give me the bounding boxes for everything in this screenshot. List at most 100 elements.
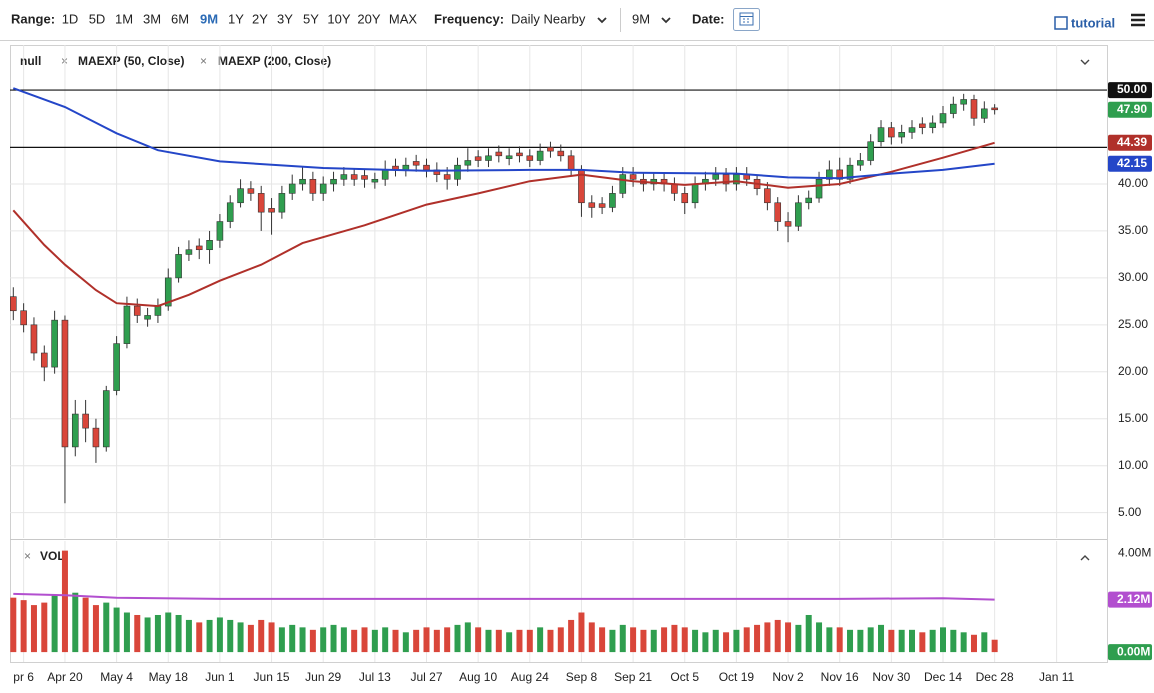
volume-bar	[661, 627, 668, 653]
volume-bar	[371, 629, 378, 653]
volume-bar	[299, 627, 306, 653]
candle-body	[133, 305, 141, 316]
volume-bar	[940, 627, 946, 653]
y-tick-label: 15.00	[1118, 411, 1148, 425]
candle-body	[144, 315, 151, 320]
volume-bar	[898, 629, 905, 653]
volume-bar	[175, 614, 182, 653]
x-tick-label: Jun 15	[254, 670, 290, 684]
menu-button[interactable]	[1131, 13, 1145, 27]
moving-average	[12, 87, 995, 180]
volume-bar	[557, 627, 564, 653]
candle-body	[175, 254, 182, 279]
legend-volume: VOL	[40, 549, 65, 563]
volume-bar	[247, 624, 254, 653]
candle-body	[20, 310, 27, 326]
candle-body	[51, 319, 58, 368]
x-tick-label: Nov 2	[772, 670, 804, 684]
volume-bar	[712, 629, 719, 653]
candle-body	[319, 183, 327, 194]
x-tick-label: Aug 10	[459, 670, 497, 684]
volume-bar	[506, 632, 513, 653]
candle-body	[598, 203, 606, 208]
candle-body	[288, 183, 296, 194]
candle-body	[960, 99, 967, 105]
candle-body	[774, 202, 782, 222]
candle-body	[371, 178, 379, 183]
volume-bar	[154, 614, 161, 653]
candle-body	[443, 174, 451, 180]
calendar-icon	[739, 12, 754, 26]
candle-body	[278, 193, 286, 213]
volume-bar	[826, 627, 833, 653]
range-option[interactable]: 5Y	[303, 11, 319, 26]
candle-body	[908, 127, 916, 133]
volume-bar	[113, 607, 120, 653]
x-tick-label: Jun 29	[305, 670, 341, 684]
collapse-icon[interactable]	[1080, 555, 1090, 561]
volume-bar	[206, 619, 213, 653]
candle-body	[629, 174, 637, 180]
candle-body	[412, 161, 420, 166]
candle-body	[557, 150, 565, 157]
candle-body	[547, 147, 554, 152]
candle-body	[981, 108, 988, 119]
volume-bar	[764, 622, 771, 653]
volume-bar	[10, 597, 17, 653]
range-option[interactable]: 3Y	[277, 11, 293, 26]
volume-bar	[878, 624, 885, 653]
chevron[interactable]	[597, 17, 607, 24]
volume-bar	[433, 629, 440, 653]
volume-bar	[30, 605, 37, 653]
range-option[interactable]: MAX	[389, 11, 418, 26]
x-tick-label: Sep 21	[614, 670, 652, 684]
candle-body	[846, 164, 854, 180]
chart-frame	[10, 45, 1108, 663]
remove-icon[interactable]: ×	[200, 54, 207, 68]
candle-body	[185, 249, 193, 255]
tutorial-icon[interactable]	[1054, 16, 1068, 30]
volume-bar	[981, 632, 988, 653]
volume-bar	[671, 624, 678, 653]
candle-body	[681, 193, 689, 204]
range-option[interactable]: 9M	[200, 11, 218, 26]
volume-bar	[991, 639, 998, 653]
legend-study: MAEXP (200, Close)	[218, 54, 331, 68]
x-tick-label: Jul 27	[410, 670, 442, 684]
frequency-select[interactable]: Daily Nearby	[511, 11, 586, 26]
x-tick-label: Nov 30	[872, 670, 910, 684]
volume-bar	[919, 632, 926, 653]
range-option[interactable]: 10Y	[327, 11, 350, 26]
period-select[interactable]: 9M	[632, 11, 650, 26]
y-tick-label: 30.00	[1118, 270, 1148, 284]
candle-body	[567, 155, 575, 171]
collapse-icon[interactable]	[1080, 59, 1090, 65]
volume-bar	[795, 624, 802, 653]
range-option[interactable]: 20Y	[357, 11, 380, 26]
range-label: Range:	[11, 11, 55, 26]
volume-bar	[92, 605, 99, 653]
range-option[interactable]: 1M	[115, 11, 133, 26]
volume-average-label-box	[1108, 591, 1152, 608]
range-option[interactable]: 6M	[171, 11, 189, 26]
range-option[interactable]: 1D	[62, 11, 79, 26]
candle-body	[795, 202, 802, 227]
remove-icon[interactable]: ×	[24, 549, 31, 563]
range-option[interactable]: 5D	[89, 11, 106, 26]
volume-bar	[423, 627, 430, 653]
range-option[interactable]: 3M	[143, 11, 161, 26]
volume-bar	[165, 612, 172, 653]
tutorial-link[interactable]: tutorial	[1071, 15, 1115, 30]
candle-body	[164, 277, 172, 307]
chevron[interactable]	[661, 17, 671, 24]
candle-body	[722, 174, 730, 185]
candle-body	[805, 197, 813, 204]
range-option[interactable]: 1Y	[228, 11, 244, 26]
x-tick-label: Jun 1	[205, 670, 235, 684]
moving-average-label: 44.39	[1117, 135, 1147, 149]
candle-body	[764, 188, 771, 204]
range-option[interactable]: 2Y	[252, 11, 268, 26]
calendar-button[interactable]	[733, 8, 760, 31]
